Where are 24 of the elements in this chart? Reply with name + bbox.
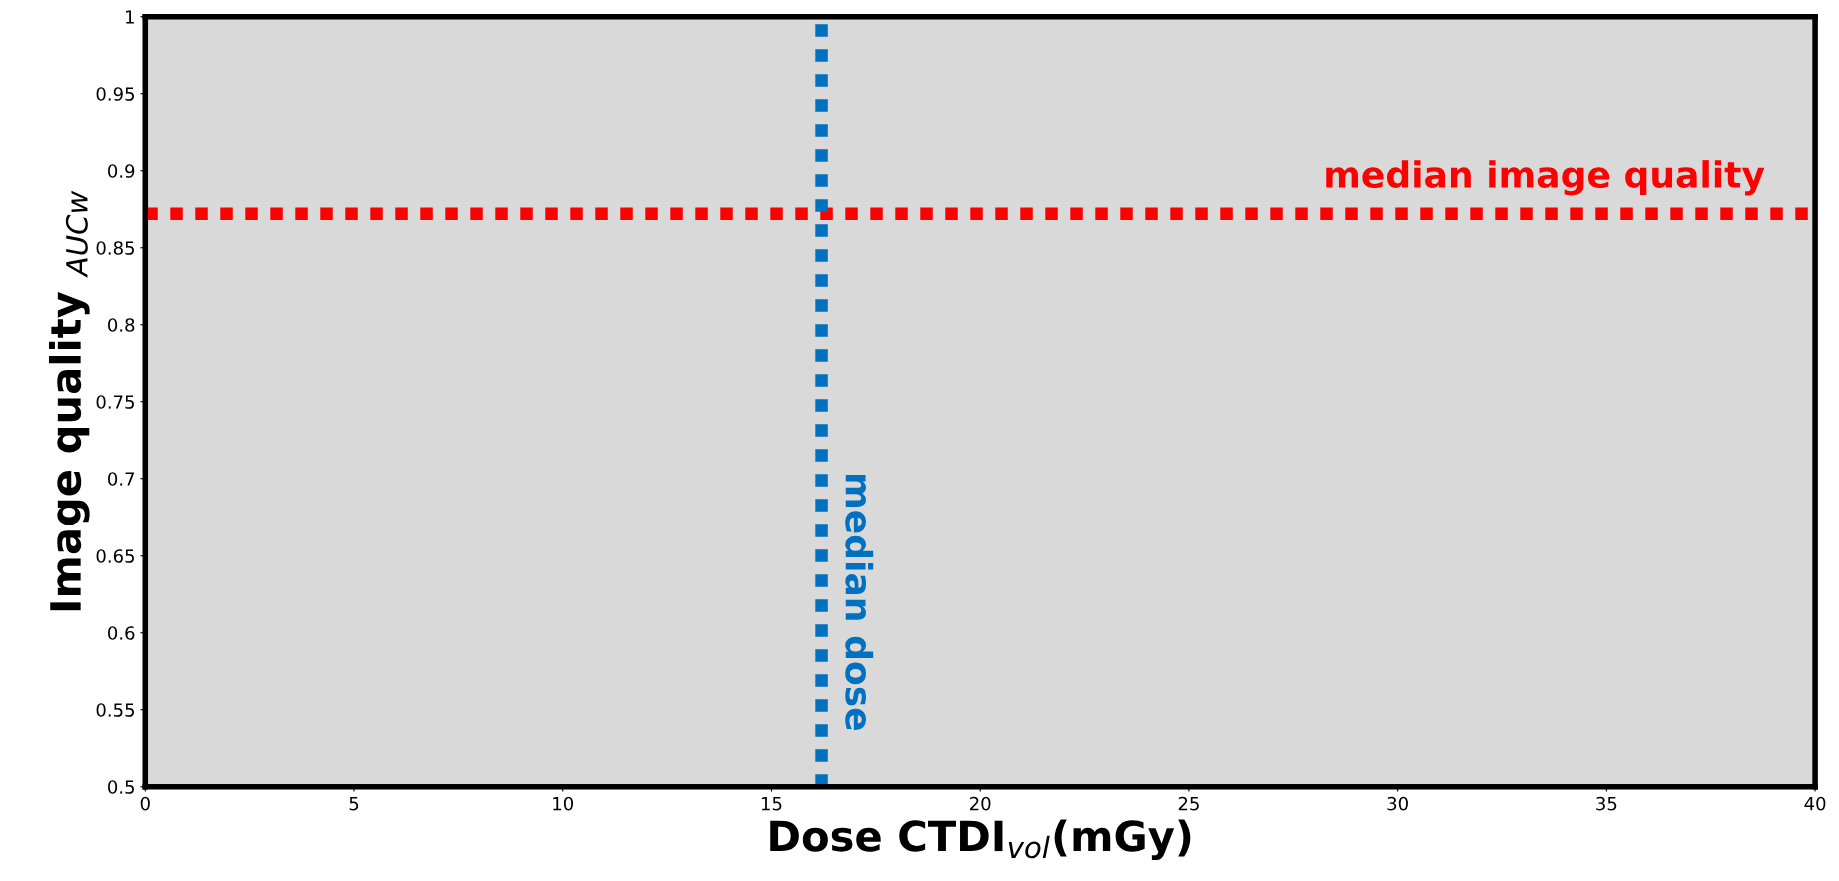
ref-line-label: median dose [845,475,874,730]
ref-line-label: median image quality [1326,160,1765,196]
y-tick-label: 0.55 [96,703,134,717]
x-tick-label: 5 [349,797,359,811]
y-tick-label: 1 [126,10,134,24]
y-tick-label: 0.7 [108,472,135,486]
x-tick-label: 25 [1178,796,1199,811]
x-tick-label: 0 [140,796,150,811]
y-tick-label: 0.95 [96,87,134,101]
x-tick-label: 30 [1387,796,1408,811]
x-tick-label: 20 [970,796,991,811]
y-tick-label: 0.8 [108,318,135,332]
y-tick-label: 0.65 [96,549,134,563]
x-axis-title: Dose CTDI$_{vol}$(mGy) [770,819,1191,861]
x-tick-label: 35 [1596,796,1617,811]
y-axis-title: Image quality $_{AUCw}$ [48,190,90,611]
x-tick-label: 40 [1804,796,1826,811]
y-tick-label: 0.75 [96,395,134,409]
y-tick-label: 0.5 [108,780,134,794]
y-tick-label: 0.6 [108,626,135,640]
x-tick-label: 10 [553,796,574,811]
x-tick-label: 15 [761,797,782,811]
y-tick-label: 0.85 [96,241,134,255]
y-tick-label: 0.9 [108,164,135,178]
